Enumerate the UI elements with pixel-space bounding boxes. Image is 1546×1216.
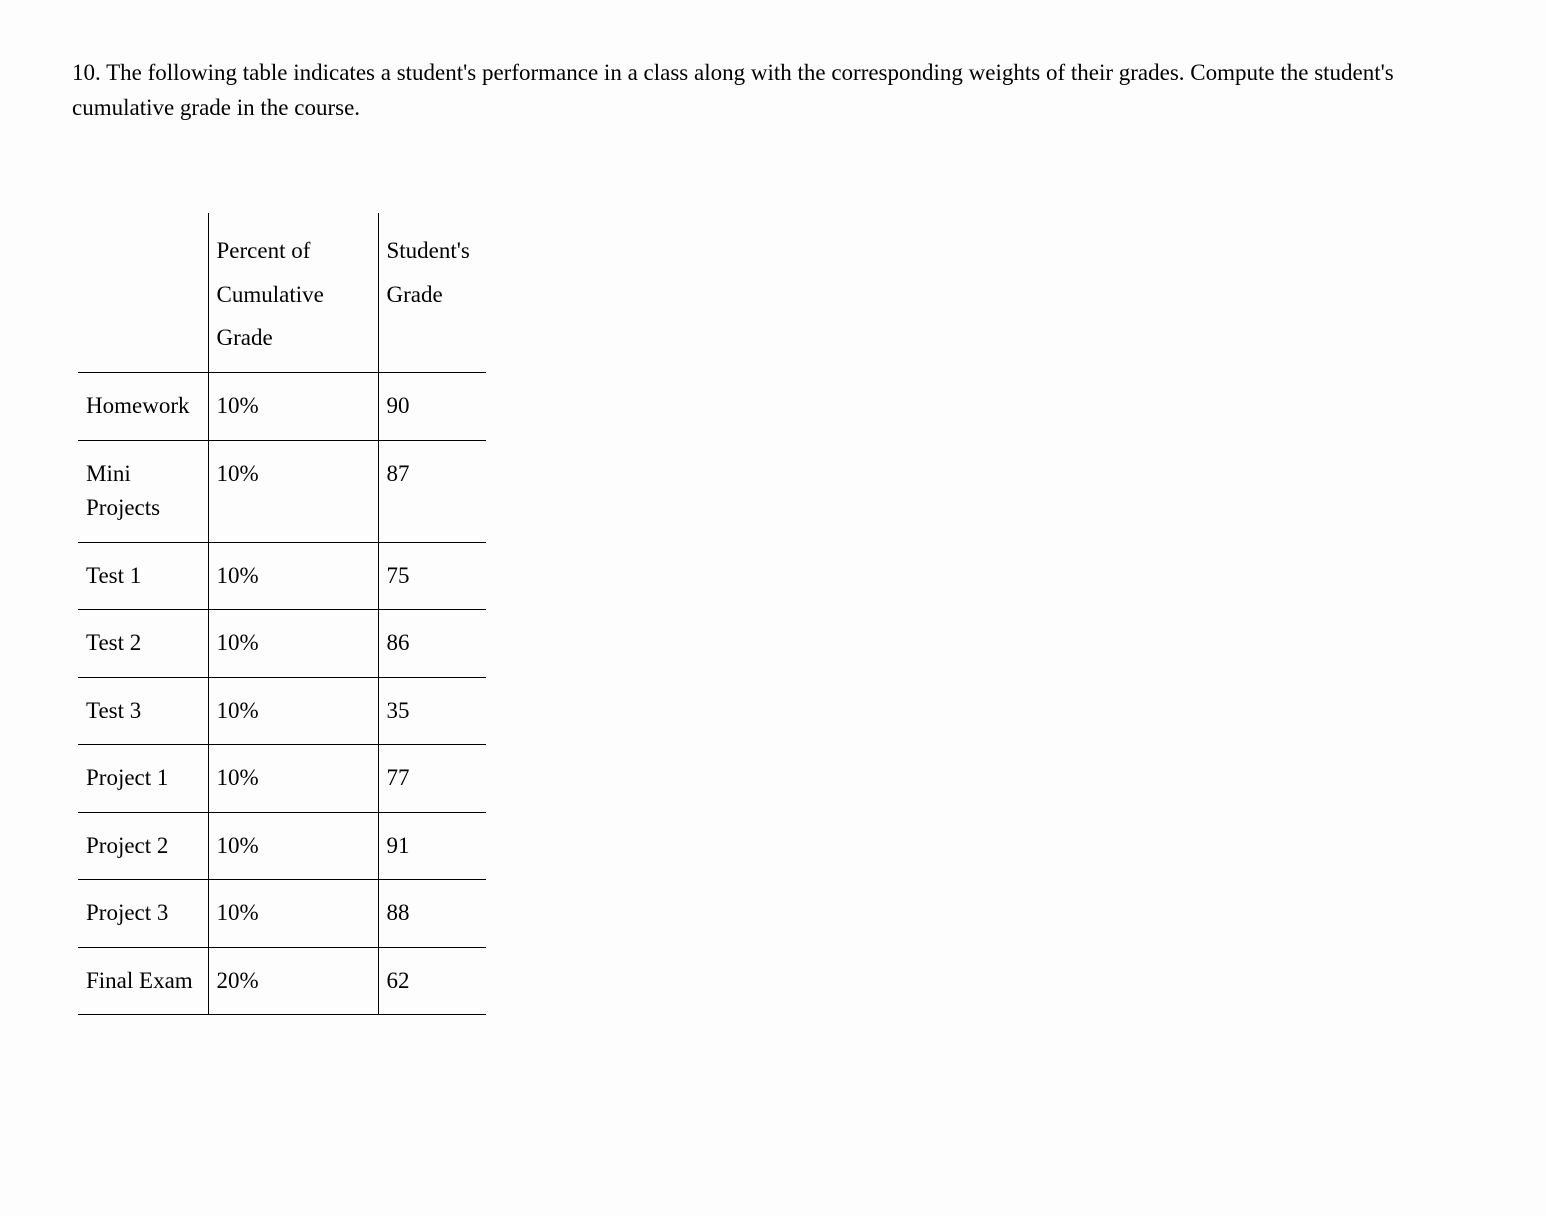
cell-category: Test 2 [78,610,208,678]
cell-percent: 10% [208,440,378,542]
table-header-row: Percent of Cumulative Grade Student's Gr… [78,213,486,373]
table-row: Project 3 10% 88 [78,880,486,948]
cell-grade: 75 [378,542,486,610]
table-row: Mini Projects 10% 87 [78,440,486,542]
header-category [78,213,208,373]
cell-percent: 10% [208,812,378,880]
table-row: Test 3 10% 35 [78,677,486,745]
cell-grade: 88 [378,880,486,948]
header-percent: Percent of Cumulative Grade [208,213,378,373]
question-number: 10. [72,60,101,85]
header-grade: Student's Grade [378,213,486,373]
table-row: Project 1 10% 77 [78,745,486,813]
cell-percent: 10% [208,610,378,678]
cell-grade: 35 [378,677,486,745]
table-body: Homework 10% 90 Mini Projects 10% 87 Tes… [78,373,486,1015]
table-row: Final Exam 20% 62 [78,947,486,1015]
cell-category: Mini Projects [78,440,208,542]
cell-percent: 10% [208,542,378,610]
cell-grade: 90 [378,373,486,441]
cell-grade: 62 [378,947,486,1015]
question-text: 10. The following table indicates a stud… [72,56,1474,125]
cell-category: Final Exam [78,947,208,1015]
cell-percent: 20% [208,947,378,1015]
cell-category: Test 1 [78,542,208,610]
cell-percent: 10% [208,677,378,745]
cell-category: Project 2 [78,812,208,880]
cell-percent: 10% [208,745,378,813]
table-row: Homework 10% 90 [78,373,486,441]
cell-grade: 87 [378,440,486,542]
cell-percent: 10% [208,880,378,948]
table-row: Project 2 10% 91 [78,812,486,880]
question-body: The following table indicates a student'… [72,60,1394,120]
table-row: Test 1 10% 75 [78,542,486,610]
cell-grade: 77 [378,745,486,813]
table-row: Test 2 10% 86 [78,610,486,678]
cell-percent: 10% [208,373,378,441]
cell-grade: 86 [378,610,486,678]
cell-category: Test 3 [78,677,208,745]
cell-category: Homework [78,373,208,441]
cell-grade: 91 [378,812,486,880]
grades-table: Percent of Cumulative Grade Student's Gr… [78,213,486,1015]
cell-category: Project 1 [78,745,208,813]
cell-category: Project 3 [78,880,208,948]
